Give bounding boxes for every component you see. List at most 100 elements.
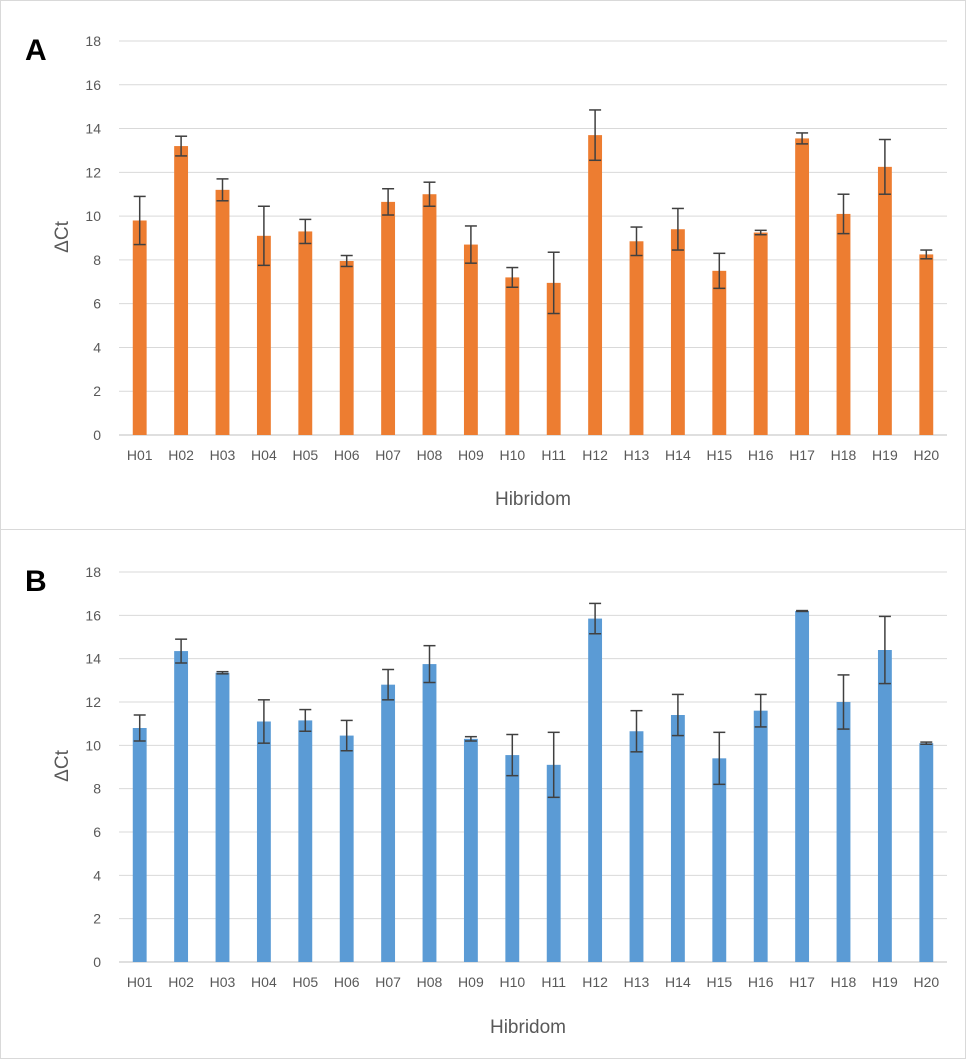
x-tick-label: H11	[541, 974, 566, 990]
x-tick-label: H13	[624, 447, 650, 463]
x-tick-label: H04	[251, 447, 277, 463]
bar	[546, 764, 561, 962]
y-tick-label: 12	[85, 694, 101, 710]
bar	[919, 254, 934, 435]
x-tick-label: H06	[334, 447, 360, 463]
bar	[877, 166, 892, 435]
bar	[463, 738, 478, 962]
x-tick-label: H16	[748, 974, 774, 990]
x-tick-label: H20	[913, 974, 939, 990]
x-tick-label: H18	[831, 447, 857, 463]
bar	[174, 651, 189, 962]
x-tick-label: H07	[375, 447, 401, 463]
bar	[670, 229, 685, 435]
y-tick-label: 4	[93, 339, 101, 355]
x-tick-label: H03	[210, 974, 236, 990]
y-tick-label: 18	[85, 33, 101, 49]
gridlines-b	[119, 571, 947, 920]
bar	[422, 194, 437, 435]
gridlines-a	[119, 40, 947, 392]
y-tick-label: 4	[93, 867, 101, 883]
x-tick-label: H20	[913, 447, 939, 463]
bar	[836, 213, 851, 435]
bar	[381, 201, 396, 435]
bar	[381, 684, 396, 962]
y-tick-label: 8	[93, 781, 101, 797]
bar	[256, 721, 271, 962]
y-tick-label: 0	[93, 954, 101, 970]
bar	[339, 260, 354, 435]
x-tick-label: H07	[375, 974, 401, 990]
x-tick-label: H09	[458, 447, 484, 463]
bar	[712, 270, 727, 435]
bar	[339, 735, 354, 962]
x-tick-label: H01	[127, 447, 153, 463]
y-axis-title-a: ΔCt	[52, 220, 73, 252]
bar	[463, 244, 478, 435]
bar-chart-b: B Hibridom ΔCt 0 2 4 6 8 10 12 14 16 18 H01 H02 H03 H…	[25, 564, 947, 1038]
y-tick-label: 8	[93, 252, 101, 268]
bar	[546, 282, 561, 435]
x-tick-label: H19	[872, 974, 898, 990]
x-tick-label: H14	[665, 974, 691, 990]
x-tick-label: H12	[582, 447, 608, 463]
x-tick-label: H06	[334, 974, 360, 990]
x-tick-label: H05	[292, 447, 318, 463]
x-tick-label: H18	[831, 974, 857, 990]
bar	[670, 715, 685, 962]
bar	[132, 220, 147, 435]
bar	[215, 672, 230, 962]
x-tick-label: H11	[541, 447, 566, 463]
bar	[505, 755, 520, 962]
bar	[132, 728, 147, 962]
bar	[588, 618, 603, 962]
bar	[795, 611, 810, 962]
x-axis-title-a: Hibridom	[495, 489, 571, 510]
y-tick-label: 14	[85, 121, 101, 137]
bar-chart-a: A Hibridom ΔCt 0 2 4 6 8 10 12 14 16 18 H01 H02 H03 H…	[25, 33, 947, 510]
y-tick-label: 6	[93, 296, 101, 312]
bar	[298, 231, 313, 435]
x-tick-label: H04	[251, 974, 277, 990]
x-tick-label: H10	[499, 974, 525, 990]
x-tick-label: H03	[210, 447, 236, 463]
x-tick-label: H19	[872, 447, 898, 463]
bar	[588, 135, 603, 435]
x-tick-label: H15	[706, 974, 732, 990]
bar	[877, 650, 892, 962]
x-tick-label: H16	[748, 447, 774, 463]
y-tick-label: 2	[93, 383, 101, 399]
y-tick-label: 16	[85, 607, 101, 623]
x-tick-label: H15	[706, 447, 732, 463]
y-tick-label: 10	[85, 737, 101, 753]
y-tick-label: 12	[85, 164, 101, 180]
x-tick-label: H01	[127, 974, 153, 990]
bar	[795, 138, 810, 435]
x-tick-label: H17	[789, 447, 815, 463]
x-tick-label: H02	[168, 447, 194, 463]
chart-panel-a: A Hibridom ΔCt 0 2 4 6 8 10 12 14 16 18 H01 H02 H03 H…	[0, 0, 966, 530]
x-tick-label: H13	[624, 974, 650, 990]
y-axis-title-b: ΔCt	[52, 749, 73, 781]
y-tick-label: 16	[85, 77, 101, 93]
x-tick-label: H08	[417, 974, 443, 990]
bar	[753, 710, 768, 962]
x-tick-label: H14	[665, 447, 691, 463]
bar	[629, 241, 644, 435]
y-tick-label: 10	[85, 208, 101, 224]
bar	[505, 277, 520, 435]
x-tick-label: H10	[499, 447, 525, 463]
x-axis-title-b: Hibridom	[490, 1017, 566, 1038]
y-tick-label: 18	[85, 564, 101, 580]
x-tick-label: H08	[417, 447, 443, 463]
chart-panel-b: B Hibridom ΔCt 0 2 4 6 8 10 12 14 16 18 H01 H02 H03 H…	[0, 529, 966, 1059]
bar	[174, 146, 189, 436]
bar	[298, 720, 313, 962]
x-tick-label: H09	[458, 974, 484, 990]
bar	[629, 731, 644, 962]
bar	[753, 232, 768, 435]
y-tick-label: 2	[93, 911, 101, 927]
bar	[836, 702, 851, 962]
x-tick-label: H17	[789, 974, 815, 990]
y-tick-label: 0	[93, 427, 101, 443]
